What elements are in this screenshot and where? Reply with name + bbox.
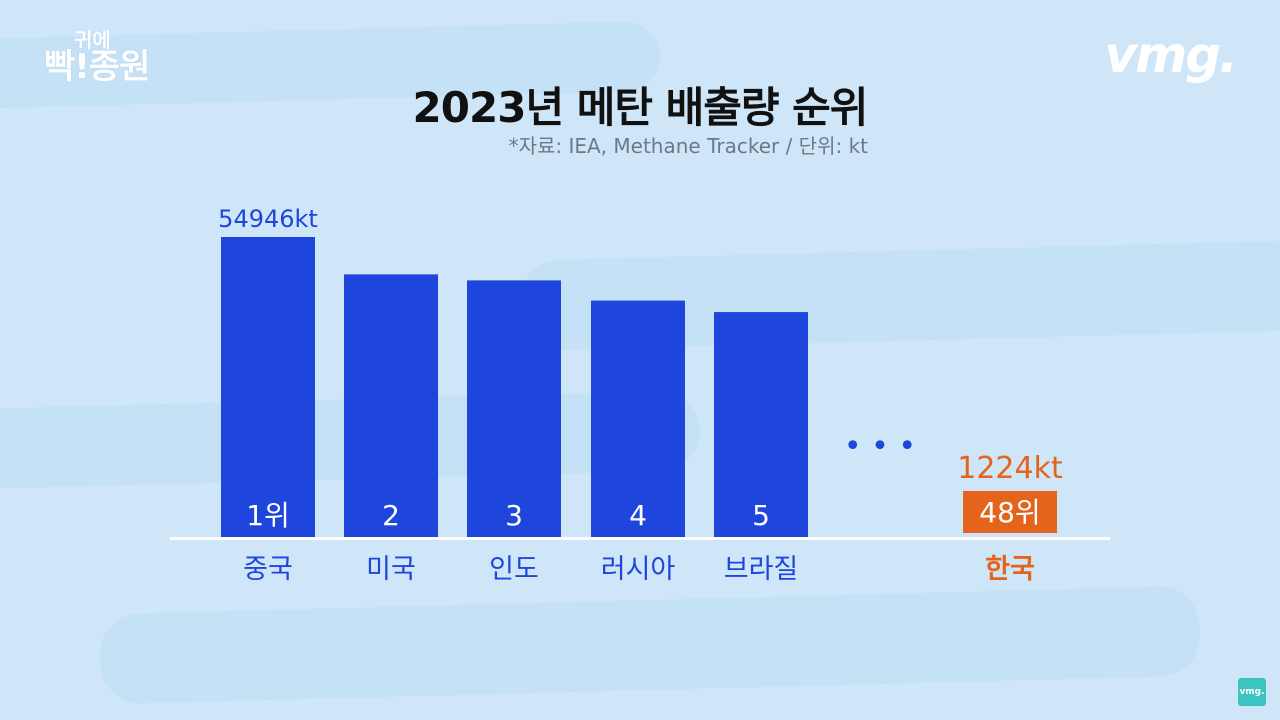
corner-badge: vmg. bbox=[1238, 678, 1266, 706]
brand-logo: vmg. bbox=[1104, 26, 1238, 84]
bar-3 bbox=[467, 280, 561, 537]
category-label-2: 미국 bbox=[366, 554, 416, 585]
category-label-6: 한국 bbox=[985, 554, 1035, 585]
value-label-6: 1224kt bbox=[957, 451, 1063, 486]
ellipsis-dots: • • • bbox=[844, 429, 916, 464]
channel-logo-line2: 빡!종원 bbox=[44, 47, 150, 87]
rank-label-3: 3 bbox=[505, 499, 523, 532]
chart-source-note: *자료: IEA, Methane Tracker / 단위: kt bbox=[508, 134, 868, 158]
bar-1 bbox=[221, 237, 315, 537]
bar-2 bbox=[344, 274, 438, 537]
rank-label-4: 4 bbox=[629, 499, 647, 532]
x-axis-line bbox=[170, 537, 1110, 540]
rank-label-2: 2 bbox=[382, 499, 400, 532]
category-label-3: 인도 bbox=[489, 554, 539, 585]
bar-4 bbox=[591, 300, 685, 537]
rank-label-highlight: 48위 bbox=[979, 496, 1040, 529]
bar-5 bbox=[714, 312, 808, 537]
value-label-1: 54946kt bbox=[218, 205, 318, 233]
channel-logo: 귀에 빡!종원 bbox=[44, 28, 150, 87]
category-label-1: 중국 bbox=[243, 554, 293, 585]
category-label-5: 브라질 bbox=[724, 554, 799, 585]
rank-label-1: 1위 bbox=[246, 499, 290, 532]
rank-badge-highlight bbox=[963, 491, 1057, 533]
channel-logo-line1: 귀에 bbox=[74, 28, 111, 52]
chart-title: 2023년 메탄 배출량 순위 bbox=[412, 83, 869, 132]
rank-label-5: 5 bbox=[752, 499, 770, 532]
category-label-4: 러시아 bbox=[601, 554, 676, 585]
